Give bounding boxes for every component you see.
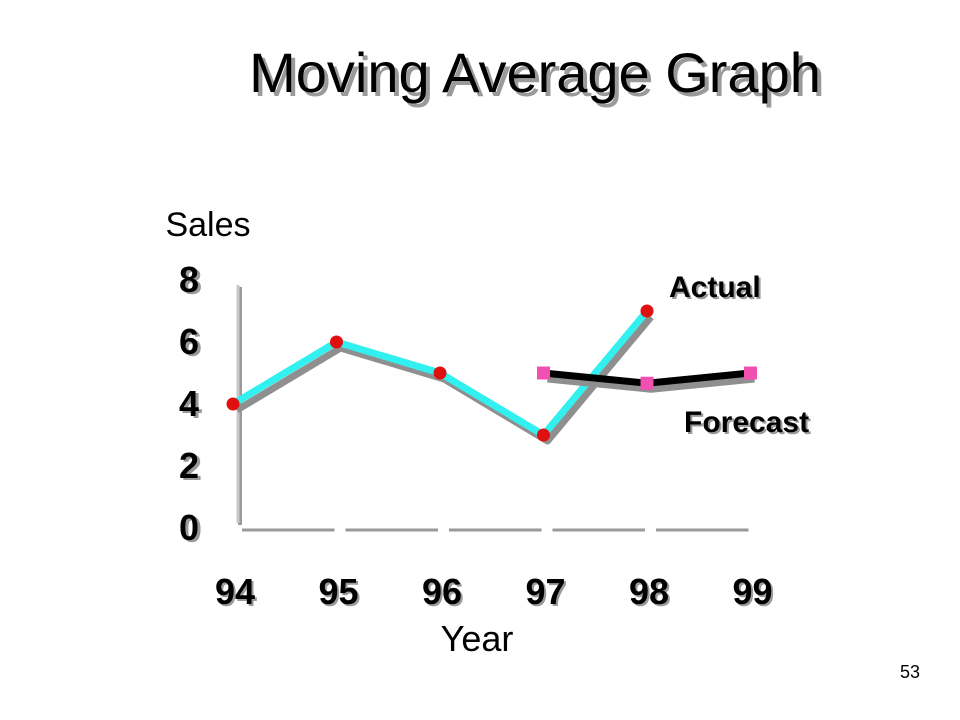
x-axis-title: Year [441,618,514,659]
y-tick-label: 8 [179,259,199,300]
data-point-forecast [537,366,550,380]
series-layer [226,304,757,445]
x-tick-label-shadow: 99 [734,573,774,614]
series-label-shadow: Actual [671,273,763,306]
data-point-actual [433,366,447,380]
x-tick-label-shadow: 97 [527,573,567,614]
x-tick-label: 96 [422,571,462,612]
x-tick-label-shadow: 96 [424,573,464,614]
x-tick-label: 94 [215,571,255,612]
data-point-actual [330,335,343,349]
series-label-shadow: Forecast [686,408,811,441]
y-tick-label: 6 [179,321,199,362]
x-tick-label-shadow: 98 [631,573,671,614]
series-label-actual: Actual [669,271,761,304]
x-tick-label-shadow: 94 [217,573,257,614]
y-tick-label-shadow: 0 [182,509,202,550]
x-tick-label: 97 [525,571,565,612]
y-tick-label-shadow: 6 [182,323,202,364]
y-tick-label: 4 [179,383,199,424]
series-label-forecast: Forecast [684,406,809,439]
page-number: 53 [899,662,920,682]
data-point-actual [640,304,654,318]
y-tick-label: 2 [179,445,199,486]
x-tick-label: 95 [318,571,358,612]
x-tick-label: 99 [732,571,772,612]
y-tick-label-shadow: 2 [182,447,202,488]
data-point-actual [537,428,550,442]
data-point-forecast [744,366,757,380]
y-tick-label-shadow: 8 [182,261,202,302]
x-tick-label: 98 [629,571,669,612]
x-tick-label-shadow: 95 [320,573,360,614]
data-point-actual [226,397,240,411]
y-tick-label-shadow: 4 [182,385,202,426]
y-axis-title: Sales [165,206,250,244]
slide-title: Moving Average Graph [249,41,821,104]
y-tick-label: 0 [179,507,199,548]
data-point-forecast [640,376,654,390]
